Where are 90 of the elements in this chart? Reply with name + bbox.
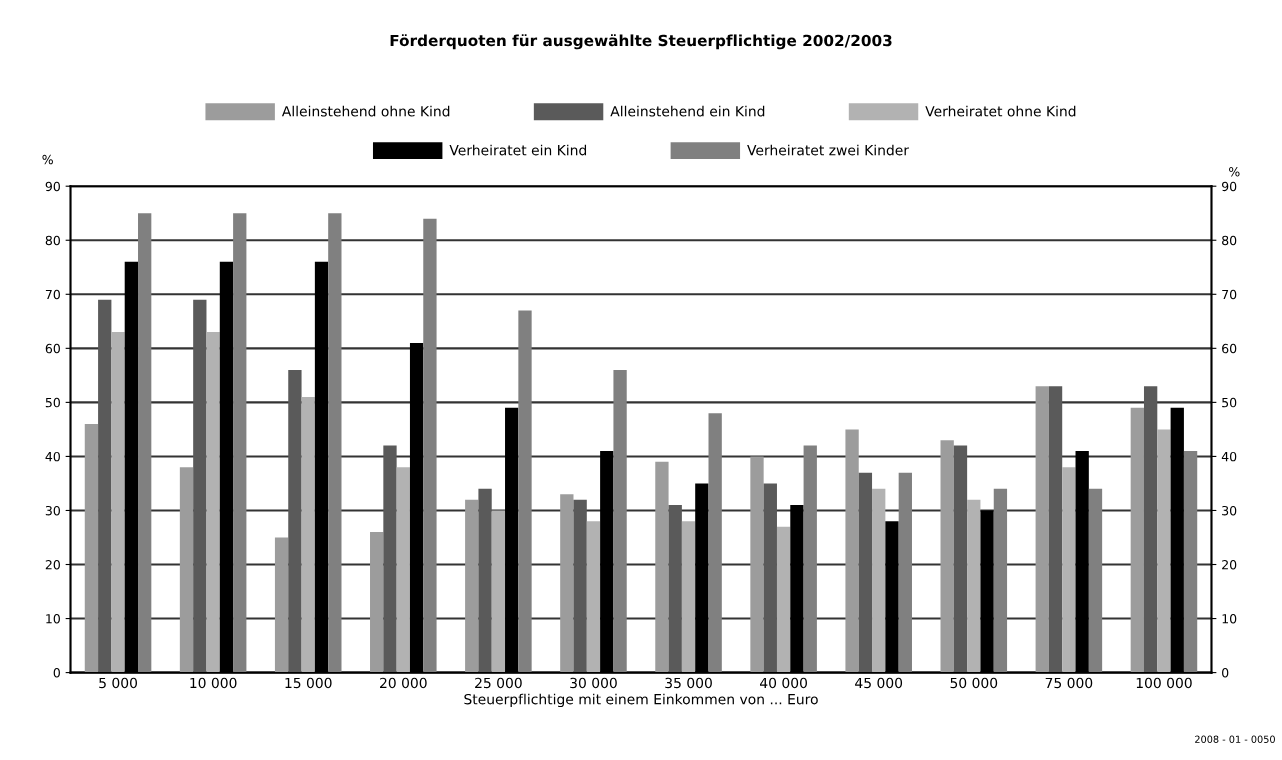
x-tick-label: 25 000 [475,677,522,689]
bar [1035,386,1049,673]
x-tick-label: 40 000 [760,677,807,689]
x-tick-label: 50 000 [950,677,998,689]
bar [967,499,981,673]
bar [1048,386,1063,673]
x-tick-label: 5 000 [99,677,138,689]
y-tick-label: 40 [45,451,60,462]
y-axis-title: % [42,154,53,165]
x-tick-label: 20 000 [380,677,427,689]
y-tick-label: 0 [53,668,60,678]
y2-tick-label: 20 [1222,559,1237,570]
y2-tick-label: 70 [1222,289,1237,300]
bar [179,467,194,673]
y-tick-label: 60 [45,343,60,354]
bar [668,505,682,673]
bar [803,445,817,673]
y2-tick-label: 80 [1222,235,1237,246]
bar [560,494,574,673]
legend-label: Verheiratet ein Kind [449,144,587,156]
y-tick-label: 80 [45,235,60,246]
y-tick-label: 50 [45,397,60,408]
bar [233,213,247,673]
bar [845,429,859,673]
y-tick-label: 20 [45,559,60,570]
x-tick-label: 15 000 [285,677,332,689]
bar [1183,451,1198,673]
bar [872,488,886,673]
x-tick-label: 100 000 [1136,677,1192,689]
legend-label: Alleinstehend ein Kind [610,105,765,117]
bar [478,488,492,673]
bar [491,510,506,673]
bar [1088,488,1103,673]
chart-title: Förderquoten für ausgewählte Steuerpflichtige 2002/2003 [390,34,892,50]
y2-tick-label: 40 [1221,451,1237,462]
bar [858,472,873,673]
y2-tick-label: 0 [1222,668,1229,678]
y2-tick-label: 60 [1222,343,1237,354]
bar [763,483,777,673]
y2-tick-label: 90 [1222,181,1237,192]
y-tick-label: 30 [45,505,60,516]
bar [370,532,384,673]
x-tick-label: 45 000 [855,677,903,689]
bar [98,299,112,673]
bar [465,499,479,673]
bar [206,332,220,673]
bar [423,218,437,673]
legend-label: Verheiratet ohne Kind [925,105,1076,117]
y2-tick-label: 30 [1222,505,1237,516]
y-tick-label: 70 [45,289,60,300]
bar [993,488,1008,673]
bar [111,332,125,673]
text: 2008 - 01 - 0050 [1195,735,1275,743]
bar [288,369,302,673]
bar [383,445,397,673]
y-tick-label: 90 [45,181,60,192]
bar [1143,386,1158,673]
bar [940,440,954,673]
bar [750,456,764,673]
bar [898,472,912,673]
bar [518,310,532,673]
y2-axis-title: % [1229,166,1240,177]
x-tick-label: 75 000 [1045,677,1093,689]
bar [84,424,99,673]
bar [953,445,968,673]
bar [328,213,342,673]
bar [708,413,722,673]
bar [681,521,696,673]
bar [138,213,152,673]
y-tick-label: 10 [46,614,60,624]
bar [586,521,601,673]
bar [193,299,207,673]
legend-label: Verheiratet zwei Kinder [747,144,910,156]
x-tick-label: 35 000 [665,677,712,689]
bar [1062,467,1076,673]
bar [274,537,289,673]
bar [573,499,587,673]
bar [1157,429,1171,673]
bar [1130,407,1144,673]
bar [396,467,410,673]
y2-tick-label: 50 [1222,397,1237,408]
bar [613,369,627,673]
bar [301,396,315,673]
x-axis-title: Steuerpflichtige mit einem Einkommen von ... Euro [464,693,818,708]
x-tick-label: 10 000 [190,677,237,689]
x-tick-label: 30 000 [570,677,617,689]
y2-tick-label: 10 [1222,614,1237,624]
bar [655,461,669,673]
legend-label: Alleinstehend ohne Kind [281,105,450,117]
bar [776,526,791,673]
